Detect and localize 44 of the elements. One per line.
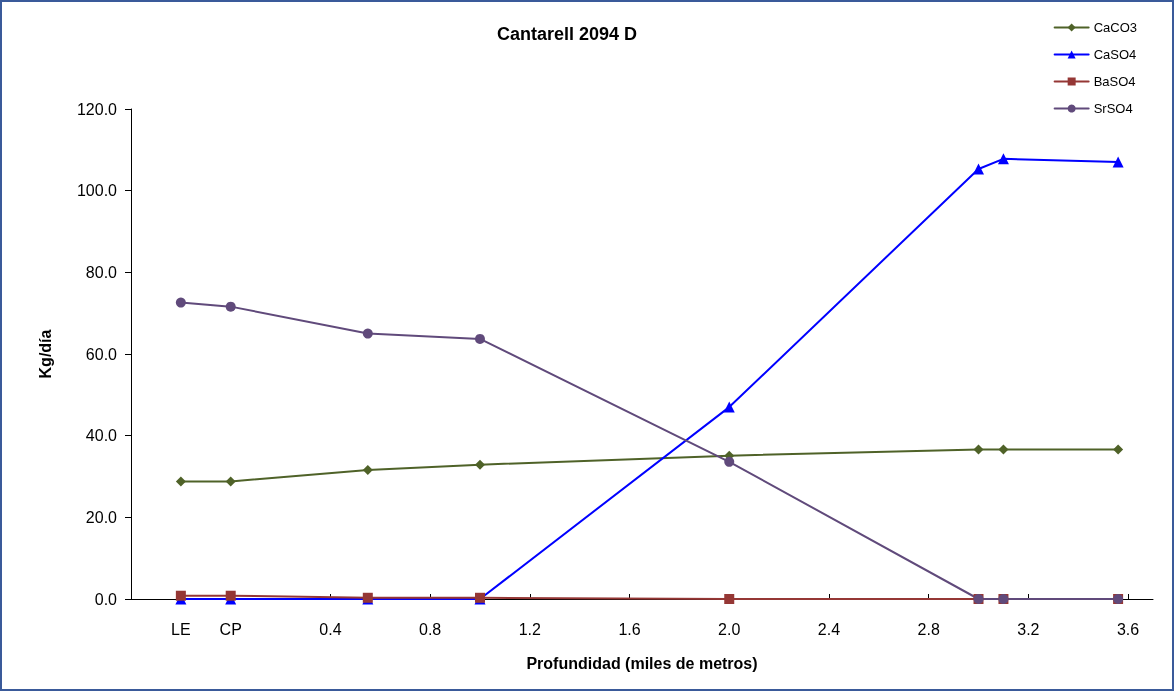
x-axis-title: Profundidad (miles de metros)	[526, 654, 758, 672]
x-tick-label: 3.6	[1116, 620, 1140, 638]
legend-label: CaSO4	[1093, 47, 1137, 62]
y-tick-label: 20.0	[85, 508, 118, 526]
legend-label: CaCO3	[1093, 20, 1138, 35]
x-tick-label: 1.2	[518, 620, 542, 638]
point	[973, 444, 984, 455]
legend-label: SrSO4	[1093, 101, 1133, 116]
point	[225, 301, 236, 312]
point	[997, 153, 1009, 165]
point	[1113, 444, 1124, 455]
point	[1112, 156, 1124, 168]
point	[225, 476, 236, 487]
point	[362, 464, 373, 475]
point	[175, 590, 186, 601]
point	[998, 444, 1009, 455]
x-tick-label: CP	[219, 620, 242, 638]
y-tick-label: 120.0	[76, 100, 118, 118]
y-tick-label: 80.0	[85, 263, 118, 281]
x-tick-label: LE	[171, 620, 191, 638]
legend-label: BaSO4	[1093, 74, 1136, 89]
y-tick-label: 60.0	[85, 345, 118, 363]
y-axis-title: Kg/día	[36, 329, 54, 379]
x-tick-label: 0.8	[419, 620, 442, 638]
point	[724, 594, 735, 604]
x-tick-label: 0.4	[319, 620, 342, 638]
x-tick-label: 2.8	[917, 620, 940, 638]
point	[175, 476, 186, 487]
x-tick-label: 2.4	[817, 620, 841, 638]
y-tick-label: 0.0	[94, 590, 118, 608]
x-tick-label: 1.6	[618, 620, 641, 638]
point	[474, 459, 485, 470]
point	[723, 401, 735, 413]
y-tick-label: 40.0	[85, 427, 118, 445]
point	[225, 590, 236, 601]
point	[474, 333, 485, 344]
point	[724, 456, 735, 467]
x-tick-label: 2.0	[718, 620, 741, 638]
point	[973, 163, 985, 175]
chart-title: Cantarell 2094 D	[497, 24, 638, 44]
point	[175, 297, 186, 308]
point	[362, 328, 373, 339]
y-tick-label: 100.0	[76, 182, 118, 200]
x-tick-label: 3.2	[1017, 620, 1040, 638]
